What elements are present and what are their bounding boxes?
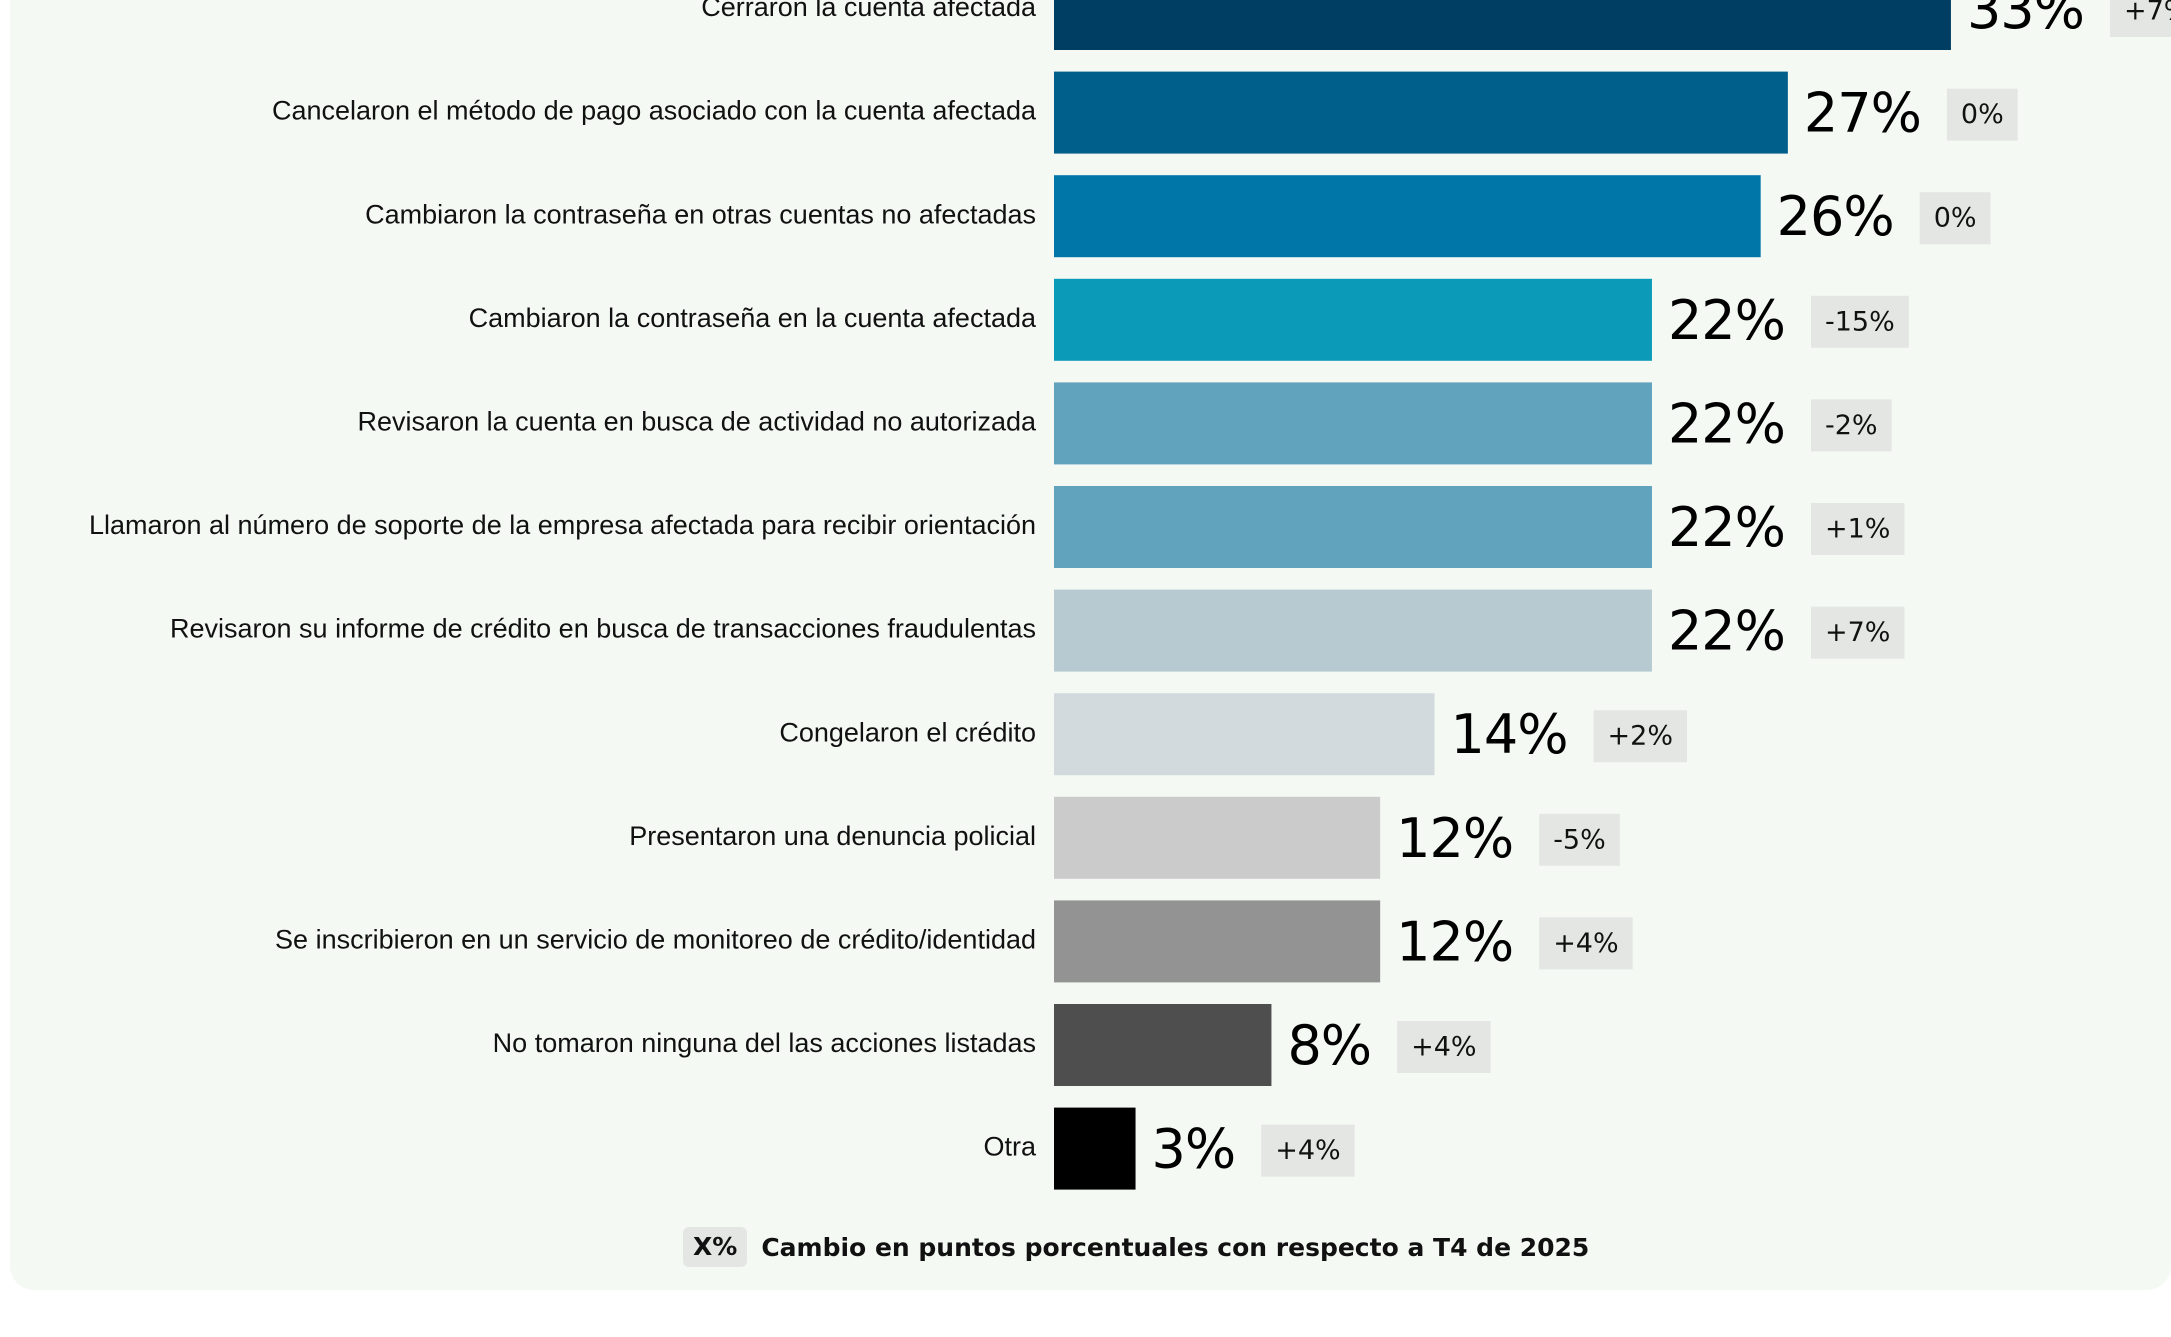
change-badge [1539,917,1633,970]
category-label: Cambiaron la contraseña en otras cuentas… [365,199,1036,229]
value-label: 8% [1287,1014,1371,1077]
bar [1054,278,1652,361]
category-label: Presentaron una denuncia policial [629,821,1036,851]
value-label: 22% [1668,496,1785,559]
change-label: 0% [1934,203,1977,234]
bar [1054,0,1951,50]
change-badge [1810,606,1905,659]
value-label: 22% [1668,392,1785,455]
change-label: +7% [1825,617,1890,648]
legend: X% Cambio en puntos porcentuales con res… [683,1227,1589,1267]
bar-row: Otra 3% +4% [983,1107,1355,1190]
change-label: +4% [1553,928,1618,959]
change-label: +4% [1411,1032,1476,1063]
bar-row: Cancelaron el método de pago asociado co… [272,71,2018,154]
bar [1054,589,1652,672]
bar-row: Cerraron la cuenta afectada 33% +7% [701,0,2171,50]
bar-row: Cambiaron la contraseña en otras cuentas… [365,175,1991,258]
bar [1054,1004,1272,1086]
category-label: Revisaron la cuenta en busca de activida… [358,407,1037,437]
bar [1054,71,1788,154]
value-label: 33% [1967,0,2084,41]
category-label: No tomaron ninguna del las acciones list… [493,1028,1036,1058]
change-badge [1919,192,1991,245]
bar-row: Congelaron el crédito 14% +2% [779,693,1688,776]
value-label: 26% [1777,185,1894,248]
change-label: 0% [1961,99,2004,130]
bar [1054,382,1652,465]
value-label: 27% [1804,82,1921,145]
legend-text: Cambio en puntos porcentuales con respec… [761,1232,1590,1262]
change-label: +4% [1275,1135,1340,1166]
bar [1054,175,1761,258]
bar [1054,796,1381,879]
bar-row: No tomaron ninguna del las acciones list… [493,1004,1491,1086]
bar-row: Presentaron una denuncia policial 12% -5% [629,796,1620,879]
change-label: -2% [1825,410,1878,441]
legend-swatch: X% [683,1227,748,1267]
category-label: Otra [983,1132,1036,1162]
value-label: 22% [1668,600,1785,663]
category-label: Se inscribieron en un servicio de monito… [275,925,1036,955]
category-label: Cerraron la cuenta afectada [701,0,1037,22]
change-badge [1261,1124,1355,1177]
change-badge [1593,710,1688,763]
change-label: +7% [2124,0,2171,27]
change-label: +2% [1608,721,1673,752]
bar [1054,1107,1136,1190]
change-label: -15% [1825,306,1895,337]
bar-row: Revisaron su informe de crédito en busca… [170,589,1905,672]
category-label: Congelaron el crédito [779,717,1036,747]
change-badge [1397,1021,1491,1073]
change-badge [1946,88,2018,141]
bar-row: Revisaron la cuenta en busca de activida… [358,382,1892,465]
category-label: Revisaron su informe de crédito en busca… [170,614,1036,644]
bar-row: Se inscribieron en un servicio de monito… [275,900,1633,983]
value-label: 12% [1396,910,1513,973]
category-label: Cancelaron el método de pago asociado co… [272,96,1037,126]
bar [1054,900,1381,983]
change-badge [1810,295,1909,348]
value-label: 14% [1451,703,1568,766]
bar [1054,693,1435,776]
change-label: +1% [1825,514,1890,545]
change-badge [2109,0,2171,37]
bar-row: Llamaron al número de soporte de la empr… [89,486,1905,568]
change-label: -5% [1553,824,1606,855]
category-label: Cambiaron la contraseña en la cuenta afe… [469,303,1037,333]
value-label: 22% [1668,289,1785,352]
value-label: 3% [1152,1118,1236,1181]
change-badge [1810,503,1905,555]
change-badge [1810,399,1892,452]
value-label: 12% [1396,807,1513,870]
category-label: Llamaron al número de soporte de la empr… [89,510,1036,540]
change-badge [1539,813,1620,866]
bar [1054,486,1652,568]
bar-row: Cambiaron la contraseña en la cuenta afe… [469,278,1909,361]
